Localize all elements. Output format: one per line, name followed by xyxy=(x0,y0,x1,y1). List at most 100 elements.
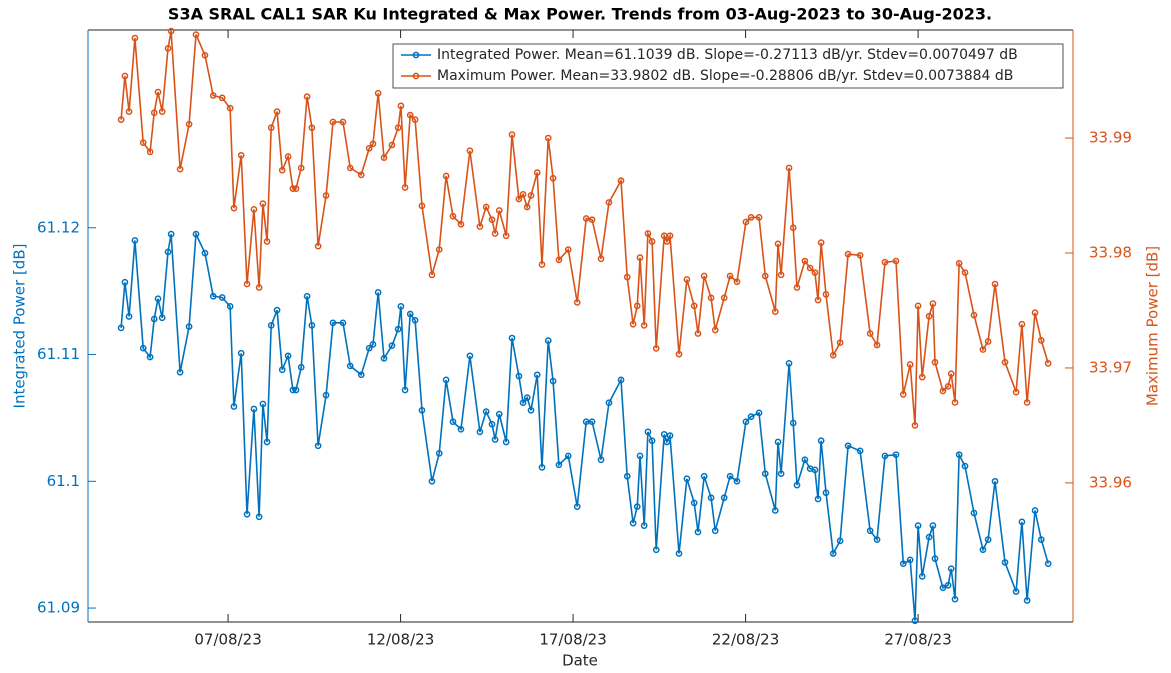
y2-tick-label: 33.97 xyxy=(1089,358,1132,376)
x-tick-label: 27/08/23 xyxy=(884,631,951,649)
data-point xyxy=(533,169,541,176)
data-point xyxy=(801,257,809,265)
y-axis-label: Integrated Power [dB] xyxy=(11,244,29,409)
data-point xyxy=(707,294,715,302)
data-point xyxy=(970,509,978,517)
data-point xyxy=(694,330,702,337)
data-point xyxy=(633,503,641,510)
data-point xyxy=(457,425,465,433)
data-point xyxy=(789,419,797,427)
data-point xyxy=(911,422,919,429)
data-point xyxy=(711,326,719,334)
data-point xyxy=(742,218,750,226)
data-point xyxy=(303,292,311,300)
data-point xyxy=(314,242,322,250)
data-point xyxy=(263,238,271,245)
data-point xyxy=(515,195,523,203)
data-point xyxy=(623,273,631,281)
data-point xyxy=(397,102,405,110)
data-point xyxy=(1018,518,1026,526)
data-point xyxy=(925,533,933,541)
data-point xyxy=(644,428,652,436)
data-point xyxy=(243,510,251,518)
data-point xyxy=(519,399,527,407)
data-point xyxy=(931,555,939,562)
data-point xyxy=(411,116,419,124)
data-point xyxy=(1037,536,1045,543)
data-point xyxy=(121,278,129,286)
data-point xyxy=(1023,597,1031,604)
data-point xyxy=(158,314,166,322)
y2-tick-label: 33.98 xyxy=(1089,244,1132,262)
data-point xyxy=(881,452,889,460)
data-point xyxy=(829,550,837,557)
data-point xyxy=(329,319,337,327)
data-point xyxy=(555,256,563,264)
data-point xyxy=(636,452,644,460)
data-point xyxy=(1044,560,1052,568)
data-point xyxy=(844,442,852,450)
data-point xyxy=(633,302,641,310)
data-point xyxy=(663,438,671,446)
legend-label: Maximum Power. Mean=33.9802 dB. Slope=-0… xyxy=(437,68,1013,84)
data-point xyxy=(906,556,914,564)
data-point xyxy=(322,391,330,399)
data-point xyxy=(970,311,978,319)
data-point xyxy=(844,250,852,258)
data-point xyxy=(292,386,300,394)
data-point xyxy=(259,400,267,408)
data-point xyxy=(811,466,819,474)
data-point xyxy=(125,313,133,320)
data-point xyxy=(388,141,396,149)
y2-tick-label: 33.96 xyxy=(1089,473,1132,491)
data-point xyxy=(255,513,263,521)
data-point xyxy=(617,177,625,184)
data-point xyxy=(278,166,286,174)
data-point xyxy=(951,595,959,603)
y2-tick-label: 33.99 xyxy=(1089,129,1132,147)
data-point xyxy=(117,116,125,124)
data-point xyxy=(292,185,300,192)
data-point xyxy=(226,104,234,112)
data-point xyxy=(785,360,793,367)
data-point xyxy=(192,230,200,238)
data-point xyxy=(951,399,959,406)
data-point xyxy=(418,202,426,210)
legend-box xyxy=(392,43,1064,89)
data-point xyxy=(167,27,175,35)
data-point xyxy=(394,124,402,132)
data-point xyxy=(308,322,316,329)
data-point xyxy=(683,475,691,483)
y-tick-label: 61.09 xyxy=(37,599,80,617)
data-point xyxy=(502,232,510,240)
data-point xyxy=(428,271,436,279)
data-point xyxy=(892,451,900,459)
data-point xyxy=(588,216,596,224)
data-point xyxy=(303,93,311,101)
data-point xyxy=(230,403,238,410)
data-point xyxy=(747,214,755,221)
data-point xyxy=(914,302,922,310)
data-point xyxy=(774,240,782,248)
data-point xyxy=(817,239,825,247)
data-point xyxy=(597,456,605,464)
data-point xyxy=(931,358,939,366)
data-point xyxy=(573,299,581,306)
data-point xyxy=(250,205,258,213)
x-tick-label: 07/08/23 xyxy=(194,631,261,649)
series-line xyxy=(120,30,1049,426)
data-point xyxy=(1001,358,1009,366)
data-point xyxy=(801,456,809,464)
data-point xyxy=(605,399,613,407)
data-point xyxy=(538,261,546,268)
data-point xyxy=(726,472,734,480)
data-point xyxy=(711,527,719,535)
data-point xyxy=(442,172,450,180)
data-point xyxy=(121,72,129,80)
data-point xyxy=(488,216,496,224)
data-point xyxy=(267,124,275,132)
data-point xyxy=(527,192,535,199)
data-point xyxy=(476,223,484,230)
data-point xyxy=(793,284,801,291)
